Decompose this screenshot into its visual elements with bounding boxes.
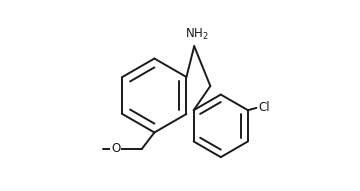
Text: NH$_2$: NH$_2$ (185, 27, 208, 42)
Text: Cl: Cl (258, 101, 270, 114)
Text: O: O (111, 142, 120, 155)
